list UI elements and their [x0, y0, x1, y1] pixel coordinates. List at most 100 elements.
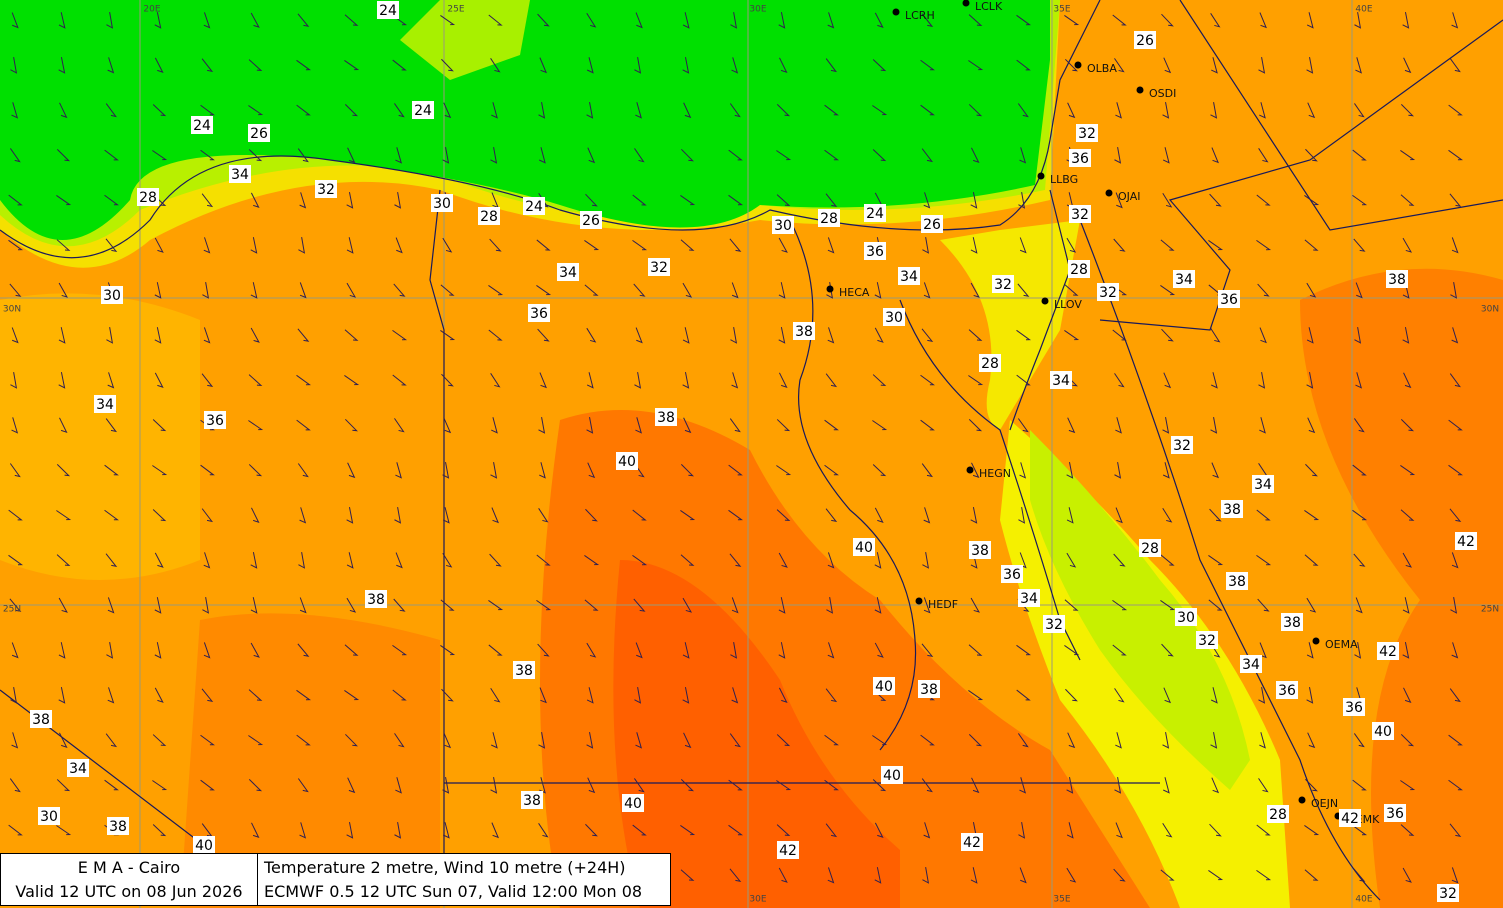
wind-barb: [8, 824, 23, 836]
wind-barb: [1256, 509, 1271, 521]
contour-label-box: [1455, 532, 1477, 550]
wind-barb: [1017, 283, 1030, 297]
wind-barb: [1211, 372, 1218, 389]
wind-barbs: [8, 12, 1463, 884]
wind-barb: [970, 597, 980, 613]
wind-barb: [730, 327, 738, 344]
wind-barb: [1113, 238, 1126, 252]
wind-barb: [682, 57, 690, 74]
wind-barb: [1256, 194, 1271, 206]
wind-barb: [970, 282, 980, 298]
info-right: Temperature 2 metre, Wind 10 metre (+24H…: [257, 853, 671, 906]
wind-barb: [491, 507, 499, 524]
wind-barb: [1209, 823, 1222, 837]
contour-label: 36: [1386, 806, 1404, 822]
contour-label: 28: [820, 211, 838, 227]
contour-label: 32: [1099, 285, 1117, 301]
grid-label: 25E: [447, 5, 464, 15]
wind-barb: [442, 552, 453, 568]
contour-label-box: [557, 263, 579, 281]
wind-barb: [346, 507, 354, 524]
wind-barb: [1354, 103, 1365, 118]
wind-barb: [824, 104, 839, 116]
wind-barb: [1018, 733, 1029, 748]
wind-barb: [968, 60, 984, 71]
wind-barb: [1162, 822, 1173, 838]
contour-label-box: [898, 267, 920, 285]
wind-barb: [11, 642, 19, 659]
wind-barb: [729, 238, 742, 252]
contour-label-box: [412, 101, 434, 119]
wind-barb: [1307, 732, 1316, 749]
wind-barb: [632, 194, 647, 206]
contour-label-box: [1068, 260, 1090, 278]
wind-barb: [1402, 12, 1410, 29]
contour-label: 40: [855, 540, 873, 556]
grid-label: 25N: [3, 605, 21, 615]
wind-barb: [152, 419, 167, 432]
wind-barb: [539, 462, 546, 479]
wind-barb: [1114, 58, 1125, 73]
wind-barb: [490, 58, 501, 73]
grid-label: 40E: [1355, 895, 1372, 905]
wind-barb: [1115, 822, 1123, 839]
wind-barb: [346, 237, 354, 254]
wind-barb: [970, 237, 978, 254]
wind-barb: [10, 57, 18, 74]
wind-barb: [776, 194, 791, 206]
info-text: Valid 12 UTC on 08 Jun 2026: [15, 882, 243, 901]
wind-barb: [1160, 869, 1175, 881]
wind-barb: [968, 104, 983, 117]
wind-barb: [680, 239, 695, 251]
wind-barb: [1162, 192, 1173, 208]
wind-barb: [1066, 462, 1074, 479]
wind-barb: [203, 237, 211, 254]
contour-label-box: [622, 794, 644, 812]
wind-barb: [251, 507, 260, 524]
wind-barb: [344, 104, 359, 117]
contour-label-box: [1050, 371, 1072, 389]
wind-barb: [680, 463, 695, 477]
wind-barb: [680, 554, 695, 566]
wind-barb: [1306, 372, 1314, 389]
contour-label-box: [478, 207, 500, 225]
wind-barb: [1259, 732, 1266, 749]
wind-barb: [392, 644, 408, 656]
wind-barb: [58, 12, 66, 29]
wind-barb: [776, 150, 792, 161]
wind-barb: [874, 867, 882, 884]
wind-barb: [635, 417, 642, 434]
contour-label-box: [1240, 655, 1262, 673]
wind-barb: [489, 553, 502, 567]
wind-barb: [56, 554, 71, 566]
wind-barb: [347, 147, 356, 164]
wind-barb: [778, 237, 788, 253]
wind-barb: [872, 420, 888, 431]
wind-barb: [731, 597, 739, 614]
contour-label: 32: [1045, 617, 1063, 633]
contour-label: 38: [657, 410, 675, 426]
station-label: OLBA: [1087, 62, 1117, 75]
wind-barb: [634, 57, 642, 74]
wind-barb: [200, 149, 215, 161]
station-label: OEMA: [1325, 638, 1358, 651]
contour-label: 36: [1003, 567, 1021, 583]
wind-barb: [968, 419, 983, 432]
wind-barb: [1258, 57, 1266, 74]
station-dot: [1298, 796, 1306, 804]
wind-barb: [971, 462, 980, 479]
wind-barb: [154, 57, 164, 73]
wind-barb: [299, 507, 307, 524]
station-dot: [1136, 86, 1144, 94]
info-text: Temperature 2 metre, Wind 10 metre (+24H…: [264, 858, 626, 877]
wind-barb: [490, 687, 501, 703]
station-label: LCLK: [975, 0, 1003, 13]
wind-barb: [632, 239, 648, 251]
wind-barb: [488, 644, 503, 656]
contour-label-box: [523, 197, 545, 215]
wind-barb: [1162, 507, 1173, 523]
wind-barb: [1402, 867, 1412, 883]
wind-barb: [201, 508, 214, 523]
wind-barb: [538, 417, 546, 434]
wind-barb: [872, 105, 888, 116]
